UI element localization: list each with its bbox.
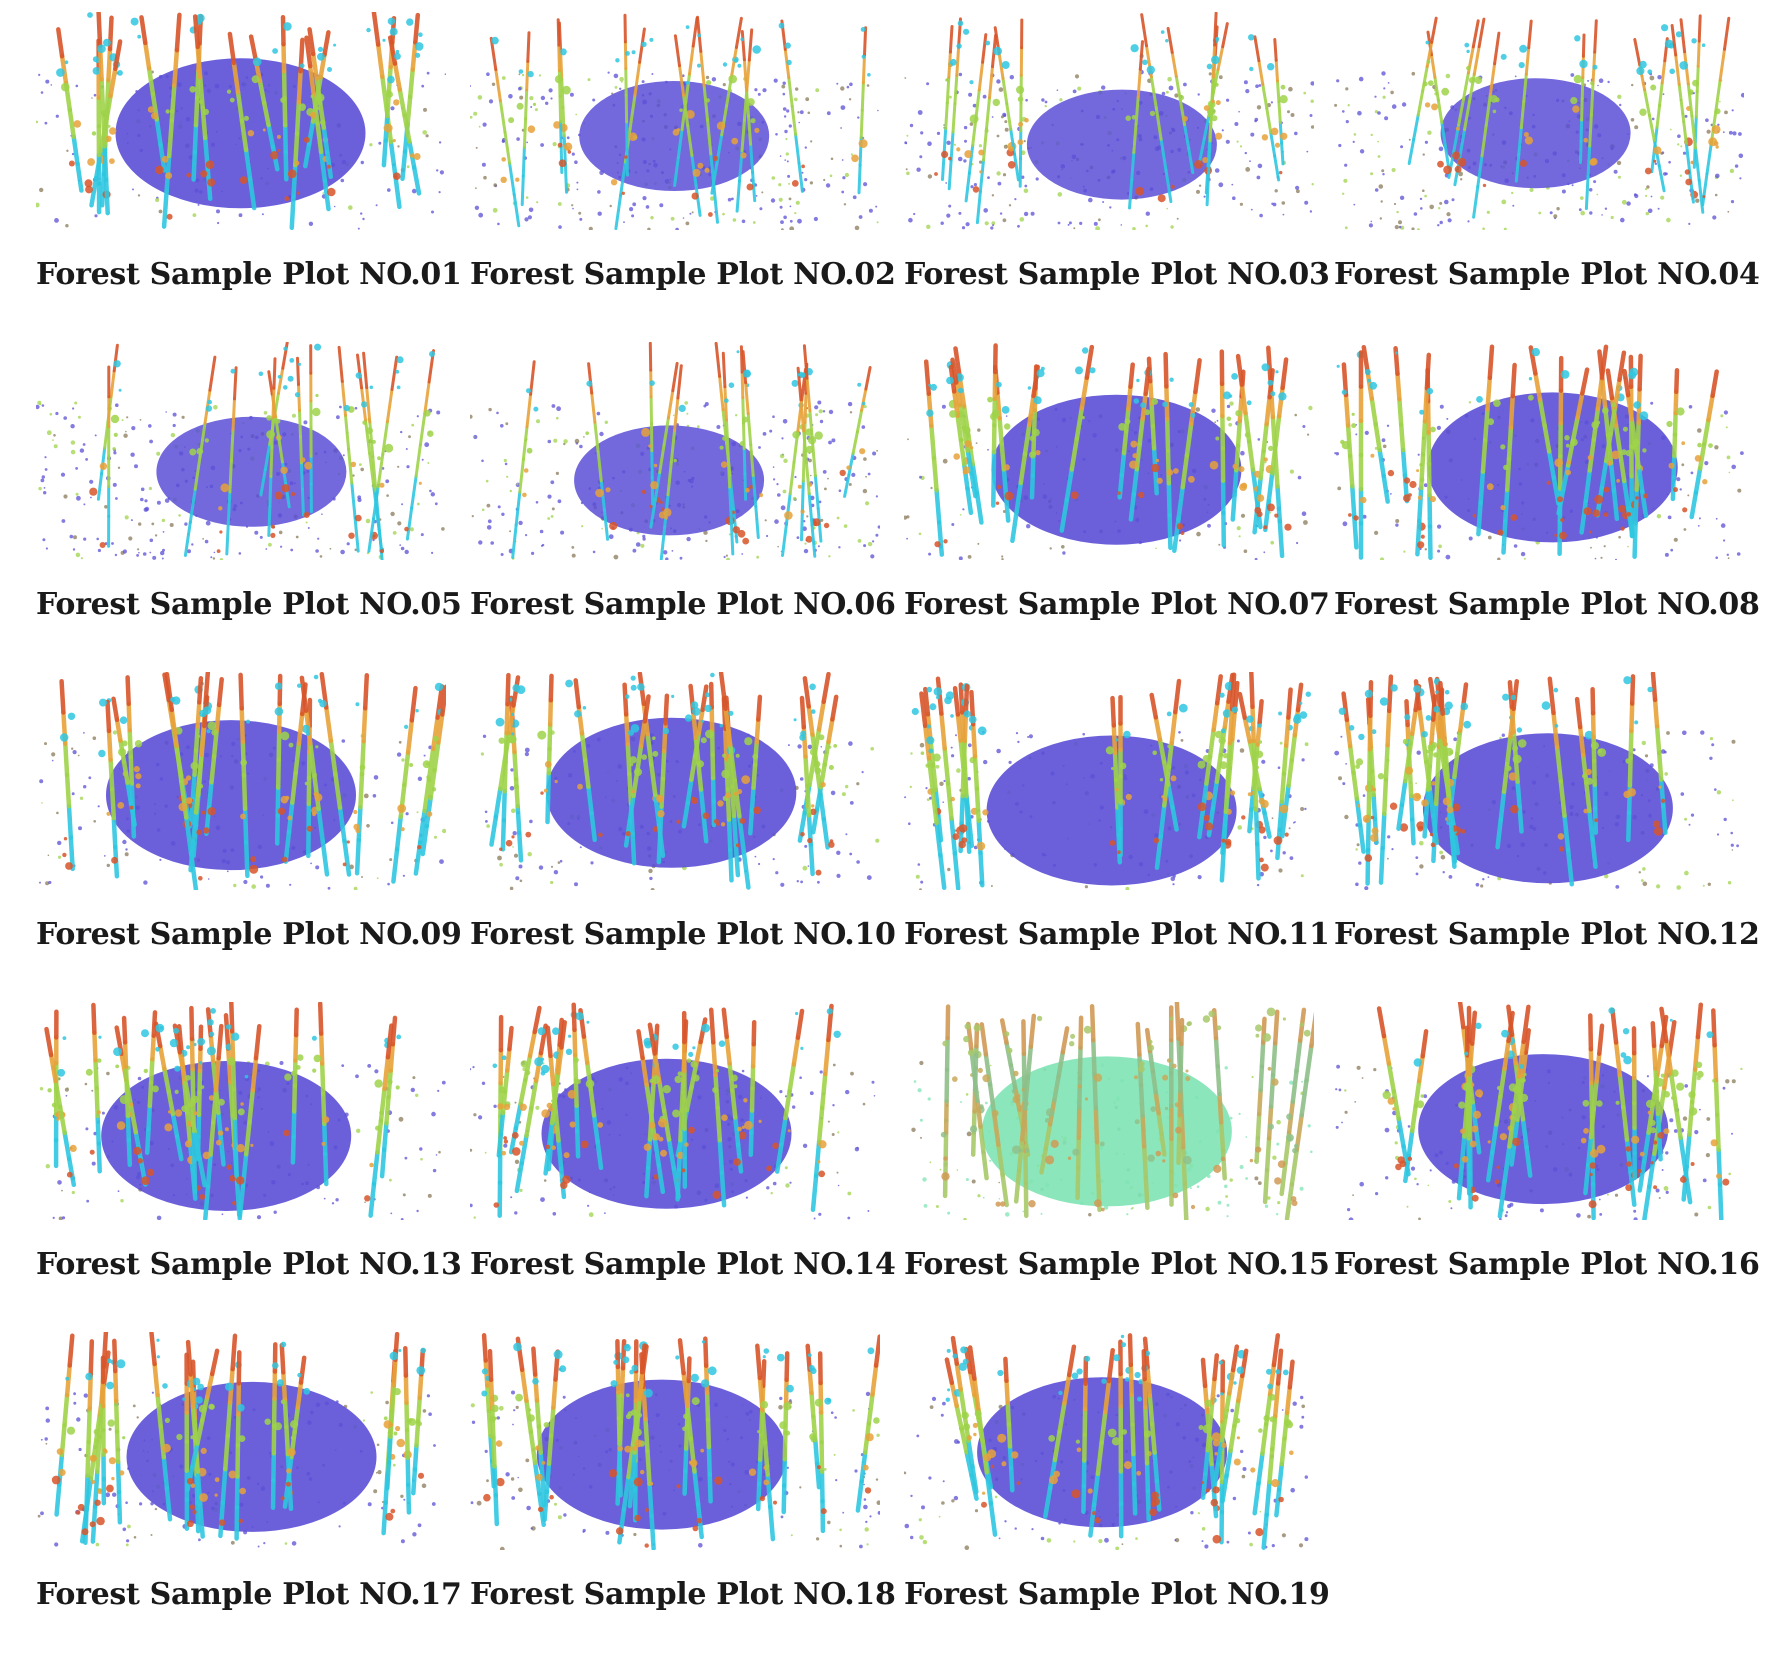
point-cloud-image xyxy=(904,12,1314,230)
point-cloud-image xyxy=(36,12,446,230)
plot-panel: Forest Sample Plot NO.11 xyxy=(904,672,1334,1002)
point-cloud-render xyxy=(36,12,446,230)
plot-caption: Forest Sample Plot NO.14 xyxy=(470,1247,890,1282)
point-cloud-image xyxy=(470,342,880,560)
point-cloud-image xyxy=(36,1002,446,1220)
plot-caption: Forest Sample Plot NO.10 xyxy=(470,917,890,952)
point-cloud-image xyxy=(904,342,1314,560)
plot-panel: Forest Sample Plot NO.07 xyxy=(904,342,1334,672)
plot-caption: Forest Sample Plot NO.11 xyxy=(904,917,1324,952)
plot-panel: Forest Sample Plot NO.16 xyxy=(1334,1002,1764,1332)
point-cloud-image xyxy=(1334,672,1744,890)
plot-caption: Forest Sample Plot NO.07 xyxy=(904,587,1324,622)
point-cloud-render xyxy=(904,12,1314,230)
point-cloud-render xyxy=(1334,672,1744,890)
point-cloud-render xyxy=(1334,342,1744,560)
plot-caption: Forest Sample Plot NO.13 xyxy=(36,1247,456,1282)
plot-caption: Forest Sample Plot NO.16 xyxy=(1334,1247,1754,1282)
point-cloud-image xyxy=(1334,1002,1744,1220)
point-cloud-render xyxy=(470,12,880,230)
point-cloud-render xyxy=(36,1002,446,1220)
plot-panel: Forest Sample Plot NO.18 xyxy=(470,1332,900,1662)
plot-panel: Forest Sample Plot NO.08 xyxy=(1334,342,1764,672)
plot-caption: Forest Sample Plot NO.01 xyxy=(36,257,456,292)
plot-caption: Forest Sample Plot NO.06 xyxy=(470,587,890,622)
point-cloud-image xyxy=(470,672,880,890)
plot-panel: Forest Sample Plot NO.15 xyxy=(904,1002,1334,1332)
plot-panel: Forest Sample Plot NO.14 xyxy=(470,1002,900,1332)
point-cloud-image xyxy=(904,1332,1314,1550)
point-cloud-render xyxy=(904,1332,1314,1550)
point-cloud-image xyxy=(36,342,446,560)
point-cloud-image xyxy=(36,1332,446,1550)
plot-panel: Forest Sample Plot NO.06 xyxy=(470,342,900,672)
plot-panel: Forest Sample Plot NO.10 xyxy=(470,672,900,1002)
plot-caption: Forest Sample Plot NO.15 xyxy=(904,1247,1324,1282)
point-cloud-render xyxy=(36,1332,446,1550)
point-cloud-render xyxy=(1334,12,1744,230)
plot-caption: Forest Sample Plot NO.12 xyxy=(1334,917,1754,952)
plot-panel: Forest Sample Plot NO.05 xyxy=(36,342,466,672)
point-cloud-render xyxy=(904,342,1314,560)
plot-panel: Forest Sample Plot NO.09 xyxy=(36,672,466,1002)
point-cloud-render xyxy=(470,1332,880,1550)
point-cloud-render xyxy=(470,1002,880,1220)
point-cloud-image xyxy=(470,12,880,230)
point-cloud-image xyxy=(1334,342,1744,560)
point-cloud-render xyxy=(36,672,446,890)
point-cloud-render xyxy=(470,342,880,560)
point-cloud-render xyxy=(904,1002,1314,1220)
point-cloud-image xyxy=(470,1002,880,1220)
point-cloud-image xyxy=(904,1002,1314,1220)
plot-caption: Forest Sample Plot NO.09 xyxy=(36,917,456,952)
plot-panel: Forest Sample Plot NO.13 xyxy=(36,1002,466,1332)
point-cloud-image xyxy=(470,1332,880,1550)
plot-panel: Forest Sample Plot NO.04 xyxy=(1334,12,1764,342)
point-cloud-render xyxy=(1334,1002,1744,1220)
plot-panel: Forest Sample Plot NO.03 xyxy=(904,12,1334,342)
plot-caption: Forest Sample Plot NO.08 xyxy=(1334,587,1754,622)
plot-caption: Forest Sample Plot NO.18 xyxy=(470,1577,890,1612)
point-cloud-image xyxy=(1334,12,1744,230)
point-cloud-image xyxy=(36,672,446,890)
plot-panel: Forest Sample Plot NO.17 xyxy=(36,1332,466,1662)
plot-caption: Forest Sample Plot NO.04 xyxy=(1334,257,1754,292)
plot-caption: Forest Sample Plot NO.19 xyxy=(904,1577,1324,1612)
plot-panel: Forest Sample Plot NO.12 xyxy=(1334,672,1764,1002)
point-cloud-image xyxy=(904,672,1314,890)
plot-caption: Forest Sample Plot NO.17 xyxy=(36,1577,456,1612)
plot-panel: Forest Sample Plot NO.01 xyxy=(36,12,466,342)
point-cloud-render xyxy=(36,342,446,560)
plot-caption: Forest Sample Plot NO.03 xyxy=(904,257,1324,292)
plot-caption: Forest Sample Plot NO.05 xyxy=(36,587,456,622)
plot-caption: Forest Sample Plot NO.02 xyxy=(470,257,890,292)
point-cloud-render xyxy=(470,672,880,890)
plot-panel: Forest Sample Plot NO.19 xyxy=(904,1332,1334,1662)
plot-panel: Forest Sample Plot NO.02 xyxy=(470,12,900,342)
point-cloud-render xyxy=(904,672,1314,890)
